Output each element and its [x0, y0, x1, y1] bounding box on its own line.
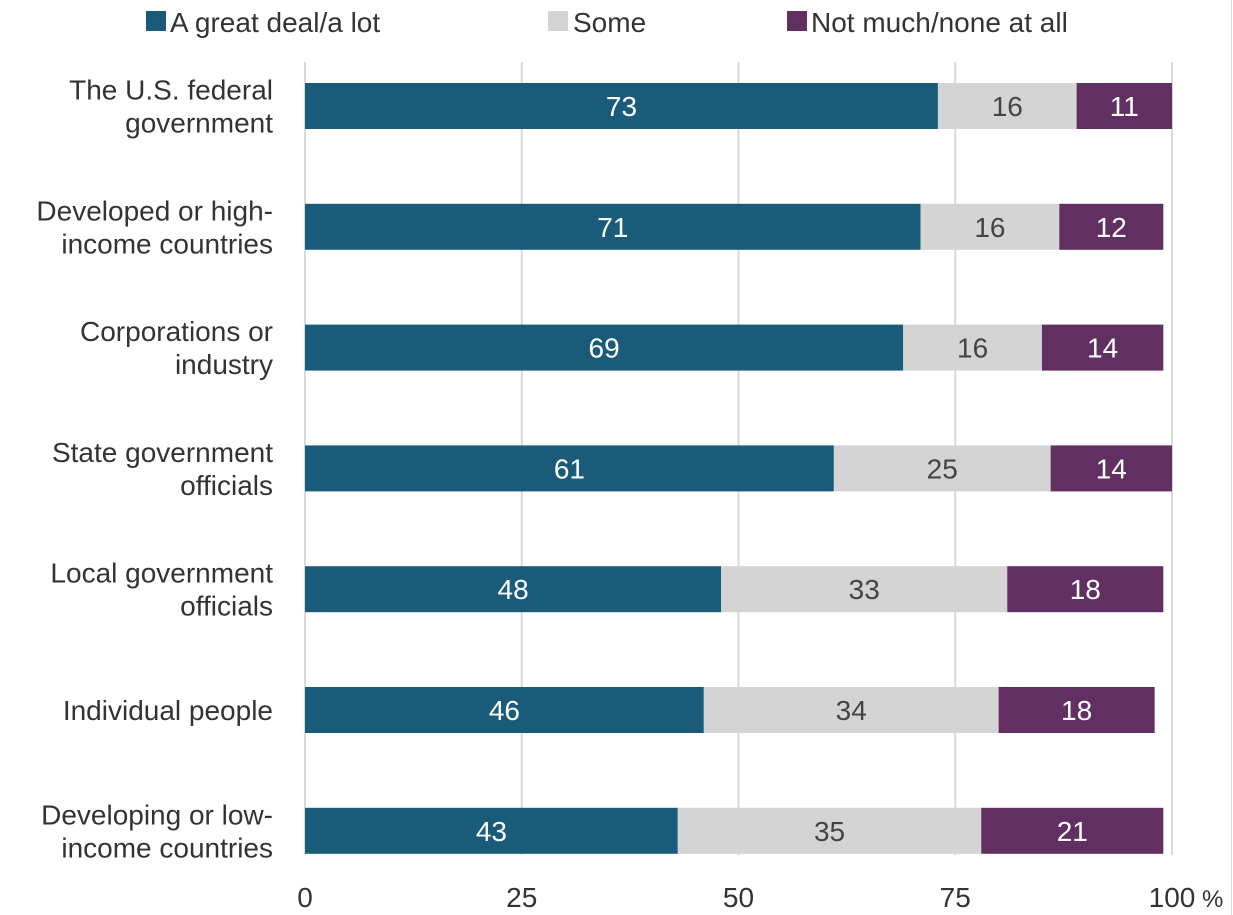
data-label: 14 — [1087, 333, 1118, 364]
bars: 73 16 11 71 16 12 69 16 14 61 25 14 48 33 18 46 34 18 43 35… — [305, 83, 1172, 854]
data-label: 12 — [1096, 212, 1127, 243]
category-label: income countries — [61, 832, 273, 863]
data-label: 69 — [589, 333, 620, 364]
bar-segment — [1059, 203, 1164, 250]
category-label: Corporations or — [80, 316, 273, 347]
bar-segment — [305, 687, 704, 733]
x-axis: % 0 25 50 75 100 — [297, 882, 1223, 913]
data-label: 14 — [1096, 453, 1127, 484]
bar-segment — [981, 807, 1164, 854]
data-label: 61 — [554, 453, 585, 484]
data-label: 18 — [1070, 574, 1101, 605]
data-label: 73 — [606, 91, 637, 122]
legend-label: A great deal/a lot — [170, 7, 380, 38]
category-label: income countries — [61, 228, 273, 259]
legend-swatch — [787, 11, 807, 31]
bar-segment — [721, 566, 1008, 613]
bar-segment — [305, 324, 904, 371]
x-unit-label: % — [1202, 886, 1223, 913]
category-label: officials — [180, 470, 273, 501]
bar-segment — [703, 687, 999, 733]
bar-segment — [305, 445, 834, 492]
bar-segment — [677, 807, 982, 854]
category-label: State government — [52, 437, 273, 468]
data-label: 16 — [974, 212, 1005, 243]
category-label: The U.S. federal — [69, 75, 273, 106]
data-label: 11 — [1110, 91, 1139, 122]
legend-swatch — [548, 11, 568, 31]
data-label: 16 — [992, 91, 1023, 122]
x-tick-label: 75 — [940, 882, 971, 913]
bar-segment — [305, 203, 921, 250]
data-label: 18 — [1061, 695, 1092, 726]
bar-segment — [920, 203, 1060, 250]
bar-segment — [998, 687, 1155, 733]
bar-segment — [305, 807, 678, 854]
bar-segment — [305, 566, 722, 613]
data-label: 43 — [476, 816, 507, 847]
bar-segment — [305, 83, 938, 129]
category-label: officials — [180, 591, 273, 622]
data-label: 71 — [597, 212, 628, 243]
bar-segment — [1050, 445, 1172, 492]
bar-segment — [937, 83, 1077, 129]
data-label: 21 — [1057, 816, 1088, 847]
legend: A great deal/a lot Some Not much/none at a… — [146, 7, 1068, 38]
data-label: 46 — [489, 695, 520, 726]
category-label: Developing or low- — [41, 799, 273, 830]
bar-segment — [1041, 324, 1164, 371]
x-tick-label: 25 — [506, 882, 537, 913]
data-label: 48 — [498, 574, 529, 605]
category-label: Developed or high- — [36, 195, 273, 226]
category-label: Local government — [50, 558, 273, 589]
bar-segment — [1076, 83, 1172, 129]
x-tick-label: 50 — [723, 882, 754, 913]
bar-segment — [903, 324, 1042, 371]
right-divider — [1231, 0, 1232, 915]
legend-label: Some — [573, 7, 646, 38]
x-tick-label: 100 — [1149, 882, 1196, 913]
legend-label: Not much/none at all — [811, 7, 1068, 38]
data-label: 16 — [957, 333, 988, 364]
legend-swatch — [146, 11, 166, 31]
data-label: 25 — [927, 453, 958, 484]
x-tick-label: 0 — [297, 882, 313, 913]
category-label: Individual people — [63, 695, 273, 726]
category-label: industry — [175, 349, 273, 380]
bar-segment — [833, 445, 1051, 492]
data-label: 35 — [814, 816, 845, 847]
bar-segment — [1007, 566, 1164, 613]
data-label: 33 — [849, 574, 880, 605]
category-label: government — [125, 108, 273, 139]
data-label: 34 — [836, 695, 867, 726]
